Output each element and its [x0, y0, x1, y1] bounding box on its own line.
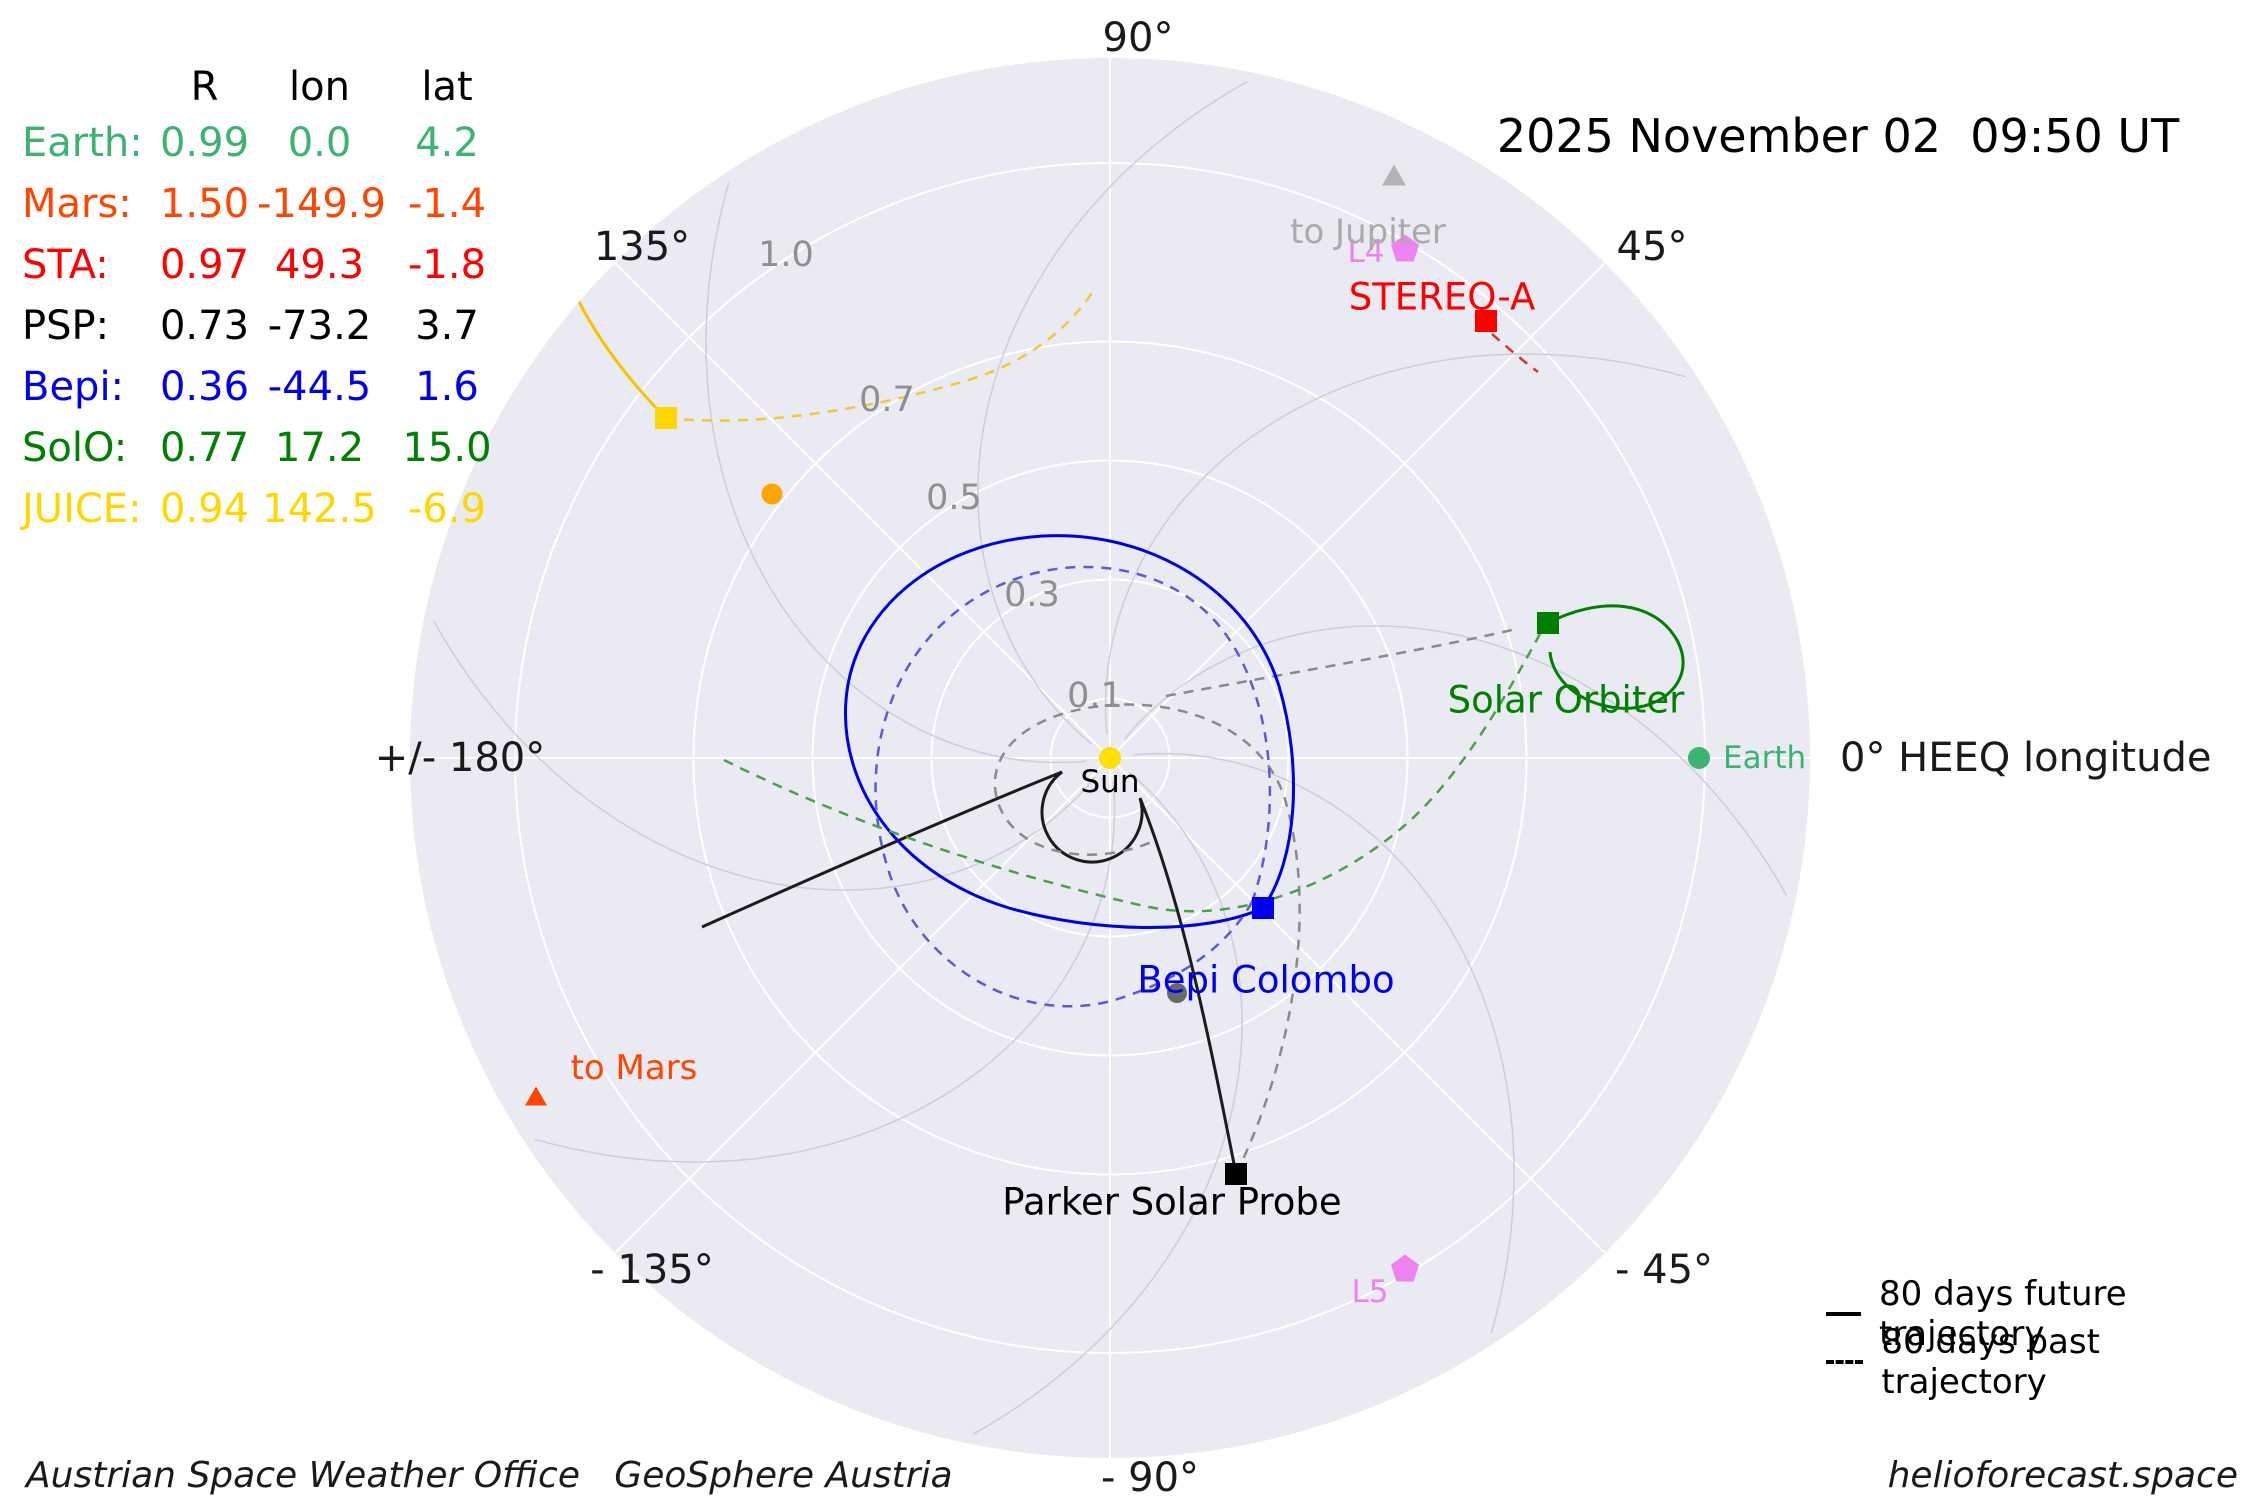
juice-past-trajectory — [665, 289, 1096, 422]
table-row-bepi: Bepi: 0.36 -44.5 1.6 — [22, 356, 512, 417]
col-header-lon: lon — [289, 64, 350, 110]
row-label: Mars: — [22, 180, 132, 227]
radial-label-0-5: 0.5 — [926, 478, 982, 518]
mercury-marker — [1167, 983, 1187, 1003]
juice-marker — [655, 407, 677, 429]
row-lat: -1.8 — [407, 241, 487, 288]
solid-line-icon — [1826, 1312, 1861, 1316]
table-row-psp: PSP: 0.73 -73.2 3.7 — [22, 295, 512, 356]
row-r: 0.94 — [159, 485, 250, 532]
row-label: PSP: — [22, 302, 110, 349]
radial-label-0-1: 0.1 — [1067, 676, 1123, 716]
row-r: 0.99 — [159, 119, 250, 166]
row-lon: 142.5 — [262, 485, 377, 532]
row-label: Bepi: — [22, 363, 125, 410]
angle-label-135: 135° — [593, 224, 691, 270]
table-header-row: R lon lat — [22, 62, 512, 112]
psp-future-trajectory — [701, 770, 1238, 1175]
psp-past-trajectory — [993, 703, 1301, 1175]
radial-label-0-3: 0.3 — [1004, 575, 1060, 615]
bepi-colombo-marker — [1252, 897, 1274, 919]
solar-orbiter-marker — [1537, 612, 1559, 634]
angle-label-45: 45° — [1616, 224, 1688, 270]
earth-marker — [1688, 747, 1710, 769]
angle-label-neg90: - 90° — [1100, 1455, 1200, 1500]
polar-grid — [410, 58, 1810, 1458]
row-r: 0.97 — [159, 241, 250, 288]
row-r: 0.36 — [159, 363, 250, 410]
solar-orbiter-label: Solar Orbiter — [1447, 678, 1685, 722]
psp-past-trajectory-outbound — [1165, 628, 1513, 698]
row-label: SolO: — [22, 424, 128, 471]
table-row-sta: STA: 0.97 49.3 -1.8 — [22, 234, 512, 295]
angle-label-90: 90° — [1102, 15, 1174, 61]
legend-row-future: 80 days future trajectory — [1826, 1274, 2250, 1354]
row-label: JUICE: — [22, 485, 142, 532]
credit-left: Austrian Space Weather Office GeoSphere … — [26, 1455, 953, 1496]
table-row-mars: Mars: 1.50 -149.9 -1.4 — [22, 173, 512, 234]
position-table: R lon lat Earth: 0.99 0.0 4.2 Mars: 1.50… — [22, 62, 512, 539]
row-label: STA: — [22, 241, 109, 288]
row-lon: 17.2 — [274, 424, 365, 471]
table-row-juice: JUICE: 0.94 142.5 -6.9 — [22, 478, 512, 539]
row-lat: 4.2 — [415, 119, 479, 166]
row-lon: -44.5 — [267, 363, 372, 410]
bepi-past-trajectory — [874, 565, 1272, 1008]
row-lat: -1.4 — [407, 180, 487, 227]
row-lat: -6.9 — [407, 485, 487, 532]
credit-right: helioforecast.space — [1887, 1455, 2238, 1496]
angle-label-neg135: - 135° — [590, 1247, 714, 1293]
stereo-a-label: STEREO-A — [1348, 275, 1536, 319]
juice-future-trajectory — [576, 299, 668, 420]
radial-label-0-7: 0.7 — [859, 380, 915, 420]
parker-solar-probe-label: Parker Solar Probe — [1002, 1180, 1342, 1224]
to-mars-label: to Mars — [570, 1048, 698, 1088]
sun-label: Sun — [1080, 764, 1140, 800]
table-row-earth: Earth: 0.99 0.0 4.2 — [22, 112, 512, 173]
row-r: 1.50 — [159, 180, 250, 227]
legend-row-past: 80 days past trajectory — [1826, 1322, 2250, 1402]
row-lon: 0.0 — [287, 119, 352, 166]
parker-solar-probe-marker — [1225, 1163, 1247, 1185]
angle-label-neg45: - 45° — [1614, 1247, 1714, 1293]
legend-past-label: 80 days past trajectory — [1881, 1322, 2100, 1402]
trajectory-legend: 80 days future trajectory 80 days past t… — [1826, 1274, 2250, 1402]
earth-label: Earth — [1723, 740, 1807, 776]
row-lat: 15.0 — [402, 424, 492, 471]
stereo-a-marker — [1475, 310, 1497, 332]
row-lon: 49.3 — [274, 241, 365, 288]
row-label: Earth: — [22, 119, 143, 166]
timestamp-title: 2025 November 02 09:50 UT — [1496, 109, 2180, 163]
table-row-solo: SolO: 0.77 17.2 15.0 — [22, 417, 512, 478]
angle-label-0-heeq: 0° HEEQ longitude — [1840, 735, 2212, 781]
bepi-colombo-label: Bepi Colombo — [1137, 958, 1395, 1002]
dashed-line-icon — [1826, 1360, 1864, 1364]
row-lon: -73.2 — [267, 302, 372, 349]
col-header-lat: lat — [421, 64, 473, 110]
sun-marker — [1099, 747, 1121, 769]
row-r: 0.77 — [159, 424, 250, 471]
parker-spiral-lines — [432, 80, 1788, 1436]
row-lat: 1.6 — [415, 363, 479, 410]
legend-future-label: 80 days future trajectory — [1879, 1274, 2127, 1354]
angle-label-180: +/- 180° — [374, 735, 546, 781]
venus-marker — [761, 483, 783, 505]
l5-label: L5 — [1351, 1274, 1389, 1310]
row-lat: 3.7 — [415, 302, 479, 349]
solar-orbiter-future-trajectory — [1547, 604, 1685, 710]
stereo-a-past-trajectory — [1491, 333, 1539, 373]
to-jupiter-label: to Jupiter — [1290, 212, 1446, 252]
row-lon: -149.9 — [257, 180, 386, 227]
bepi-future-trajectory — [843, 534, 1295, 929]
row-r: 0.73 — [159, 302, 250, 349]
l4-label: L4 — [1347, 234, 1385, 270]
radial-label-1-0: 1.0 — [758, 235, 814, 275]
col-header-r: R — [190, 64, 219, 110]
